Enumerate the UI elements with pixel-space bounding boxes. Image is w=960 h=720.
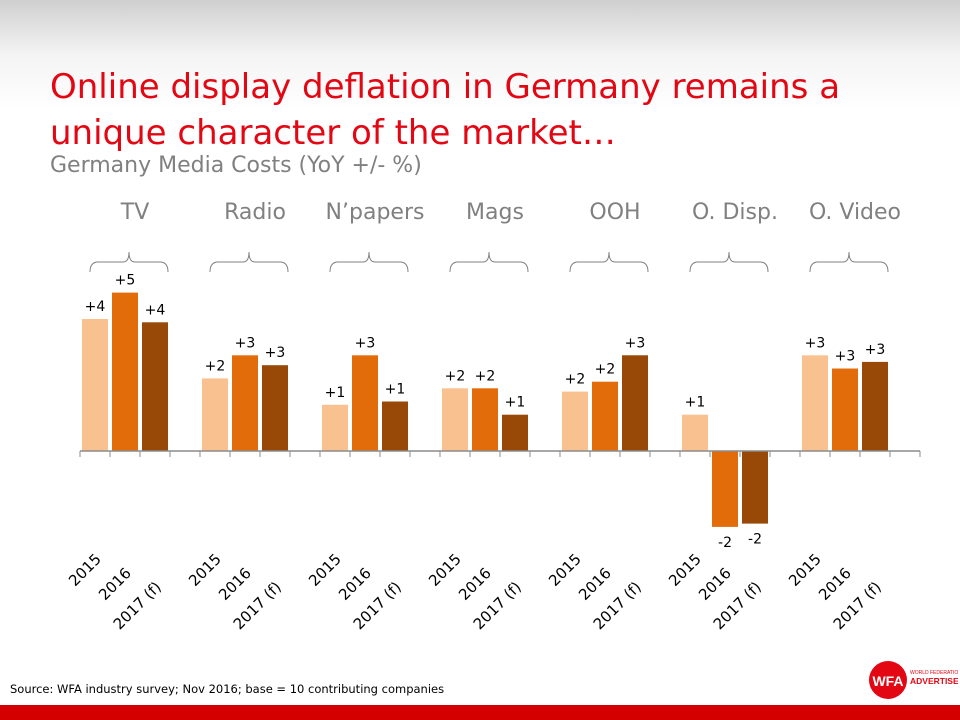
bar-2015 [802, 355, 828, 451]
wfa-logo: WFA WORLD FEDERATION OF ADVERTISERS [869, 661, 958, 699]
group-brace [809, 251, 889, 273]
bar-2015 [682, 414, 708, 451]
category-label: TV [120, 200, 150, 225]
category-label: OOH [589, 200, 641, 225]
bar-2017f [742, 451, 768, 524]
bar-2017f [622, 355, 648, 451]
data-label: +3 [625, 335, 646, 351]
group-brace [209, 251, 289, 273]
bar-2016 [712, 451, 738, 527]
bar-2017f [142, 322, 168, 451]
data-label: +4 [85, 299, 106, 315]
bar-2016 [592, 381, 618, 451]
year-label: 2016 [95, 564, 135, 604]
footer-bar [0, 705, 960, 720]
bar-2015 [202, 378, 228, 451]
group-brace [89, 251, 169, 273]
year-label: 2015 [65, 550, 105, 590]
category-label: N’papers [325, 200, 425, 225]
bar-2015 [442, 388, 468, 451]
data-label: +1 [325, 385, 346, 401]
data-label: +2 [205, 358, 226, 374]
bar-2016 [352, 355, 378, 451]
data-label: +1 [385, 382, 406, 398]
svg-text:WFA: WFA [872, 673, 903, 689]
data-label: +2 [595, 362, 616, 378]
data-label: +2 [445, 368, 466, 384]
data-label: -2 [748, 532, 762, 548]
year-label: 2015 [665, 550, 705, 590]
group-brace [689, 251, 769, 273]
data-label: +3 [235, 335, 256, 351]
bar-2015 [322, 404, 348, 451]
data-label: +3 [805, 335, 826, 351]
svg-text:WORLD FEDERATION OF: WORLD FEDERATION OF [910, 670, 958, 676]
data-label: -2 [718, 535, 732, 551]
data-label: +5 [115, 273, 136, 289]
bar-2016 [472, 388, 498, 451]
category-label: Radio [224, 200, 286, 225]
year-label: 2015 [785, 550, 825, 590]
bar-2017f [262, 365, 288, 451]
slide-title: Online display deflation in Germany rema… [50, 67, 841, 153]
year-label: 2016 [335, 564, 375, 604]
data-label: +3 [865, 342, 886, 358]
data-label: +2 [565, 372, 586, 388]
year-label: 2016 [455, 564, 495, 604]
bar-2015 [562, 391, 588, 451]
group-brace [449, 251, 529, 273]
data-label: +2 [475, 368, 496, 384]
bar-2015 [82, 319, 108, 451]
group-brace [569, 251, 649, 273]
group-brace [329, 251, 409, 273]
category-label: O. Disp. [692, 200, 778, 225]
bar-2017f [862, 361, 888, 451]
data-label: +3 [355, 335, 376, 351]
bar-2017f [502, 414, 528, 451]
year-label: 2016 [695, 564, 735, 604]
year-label: 2016 [215, 564, 255, 604]
year-label: 2016 [815, 564, 855, 604]
data-label: +3 [265, 345, 286, 361]
data-label: +1 [685, 395, 706, 411]
data-label: +3 [835, 349, 856, 365]
bar-2016 [112, 292, 138, 451]
bar-2017f [382, 401, 408, 451]
year-label: 2015 [185, 550, 225, 590]
data-label: +4 [145, 302, 166, 318]
year-label: 2015 [305, 550, 345, 590]
chart-subtitle: Germany Media Costs (YoY +/- %) [50, 153, 422, 178]
year-label: 2015 [425, 550, 465, 590]
data-label: +1 [505, 395, 526, 411]
year-label: 2015 [545, 550, 585, 590]
year-label: 2016 [575, 564, 615, 604]
bar-2016 [232, 355, 258, 451]
svg-text:ADVERTISERS: ADVERTISERS [910, 676, 958, 686]
category-label: Mags [466, 200, 524, 225]
category-label: O. Video [808, 200, 902, 225]
bar-2016 [832, 368, 858, 451]
source-note: Source: WFA industry survey; Nov 2016; b… [10, 682, 445, 696]
